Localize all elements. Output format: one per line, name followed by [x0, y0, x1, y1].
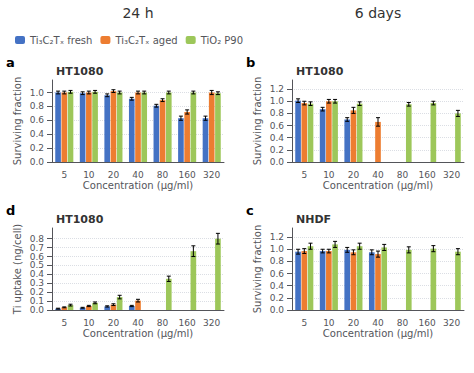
svg-text:10: 10	[83, 170, 95, 180]
svg-text:0.7: 0.7	[30, 243, 44, 253]
svg-text:a: a	[6, 55, 15, 70]
svg-text:d: d	[6, 203, 15, 218]
svg-text:320: 320	[443, 318, 460, 328]
svg-text:0.4: 0.4	[30, 269, 45, 279]
svg-text:40: 40	[372, 318, 384, 328]
svg-text:TiO₂ P90: TiO₂ P90	[200, 35, 243, 46]
svg-text:HT1080: HT1080	[296, 65, 344, 78]
svg-text:80: 80	[397, 318, 409, 328]
svg-text:0.6: 0.6	[270, 121, 285, 131]
svg-text:b: b	[246, 55, 255, 70]
svg-text:Concentration (μg/ml): Concentration (μg/ml)	[83, 180, 193, 191]
svg-text:20: 20	[108, 170, 120, 180]
svg-text:1.0: 1.0	[270, 96, 285, 106]
svg-text:10: 10	[83, 318, 95, 328]
svg-text:5: 5	[301, 318, 307, 328]
svg-text:0.8: 0.8	[270, 256, 285, 266]
svg-text:0.2: 0.2	[270, 293, 284, 303]
svg-text:160: 160	[419, 170, 436, 180]
svg-text:80: 80	[397, 170, 409, 180]
svg-text:20: 20	[348, 318, 360, 328]
svg-text:6 days: 6 days	[355, 5, 401, 21]
svg-text:Ti₃C₂Tₓ fresh: Ti₃C₂Tₓ fresh	[29, 35, 92, 46]
svg-text:1.2: 1.2	[270, 84, 284, 94]
svg-text:5: 5	[61, 170, 67, 180]
svg-text:0.0: 0.0	[270, 305, 285, 315]
svg-text:HT1080: HT1080	[56, 65, 104, 78]
svg-text:20: 20	[108, 318, 120, 328]
svg-text:0.8: 0.8	[270, 108, 285, 118]
svg-text:Concentration (μg/ml): Concentration (μg/ml)	[323, 180, 433, 191]
svg-text:1.0: 1.0	[30, 88, 45, 98]
svg-text:0.1: 0.1	[30, 296, 44, 306]
svg-text:0.2: 0.2	[270, 145, 284, 155]
svg-text:0.2: 0.2	[30, 287, 44, 297]
svg-text:24 h: 24 h	[122, 5, 153, 21]
svg-text:10: 10	[323, 318, 335, 328]
svg-text:0.4: 0.4	[270, 133, 285, 143]
svg-text:0.0: 0.0	[30, 305, 45, 315]
svg-text:Ti uptake (ng/cell): Ti uptake (ng/cell)	[12, 224, 23, 315]
svg-text:Concentration (μg/ml): Concentration (μg/ml)	[323, 328, 433, 339]
svg-text:0.4: 0.4	[270, 281, 285, 291]
svg-text:Surviving fraction: Surviving fraction	[252, 225, 263, 313]
svg-text:40: 40	[132, 318, 144, 328]
svg-text:160: 160	[179, 318, 196, 328]
svg-text:160: 160	[419, 318, 436, 328]
svg-text:320: 320	[203, 170, 220, 180]
svg-text:40: 40	[132, 170, 144, 180]
svg-text:c: c	[246, 203, 254, 218]
svg-text:0.6: 0.6	[30, 252, 45, 262]
svg-text:320: 320	[203, 318, 220, 328]
svg-text:0.0: 0.0	[30, 157, 45, 167]
svg-text:0.3: 0.3	[30, 278, 44, 288]
svg-text:1.2: 1.2	[270, 232, 284, 242]
svg-text:0.4: 0.4	[30, 129, 45, 139]
svg-text:HT1080: HT1080	[56, 213, 104, 226]
svg-text:0.5: 0.5	[30, 260, 44, 270]
svg-text:Ti₃C₂Tₓ aged: Ti₃C₂Tₓ aged	[114, 35, 177, 46]
svg-text:0.6: 0.6	[30, 115, 45, 125]
svg-text:0.0: 0.0	[270, 157, 285, 167]
svg-text:40: 40	[372, 170, 384, 180]
svg-text:5: 5	[301, 170, 307, 180]
svg-text:160: 160	[179, 170, 196, 180]
svg-text:5: 5	[61, 318, 67, 328]
svg-text:0.2: 0.2	[30, 143, 44, 153]
svg-text:0.6: 0.6	[270, 269, 285, 279]
svg-text:0.8: 0.8	[30, 101, 45, 111]
svg-text:Surviving fraction: Surviving fraction	[12, 77, 23, 165]
svg-text:1.0: 1.0	[270, 244, 285, 254]
svg-text:Surviving fraction: Surviving fraction	[252, 77, 263, 165]
svg-text:0.8: 0.8	[30, 234, 45, 244]
svg-text:20: 20	[348, 170, 360, 180]
svg-text:Concentration (μg/ml): Concentration (μg/ml)	[83, 328, 193, 339]
svg-text:320: 320	[443, 170, 460, 180]
svg-text:NHDF: NHDF	[296, 213, 331, 226]
svg-text:80: 80	[157, 318, 169, 328]
svg-text:80: 80	[157, 170, 169, 180]
svg-text:10: 10	[323, 170, 335, 180]
